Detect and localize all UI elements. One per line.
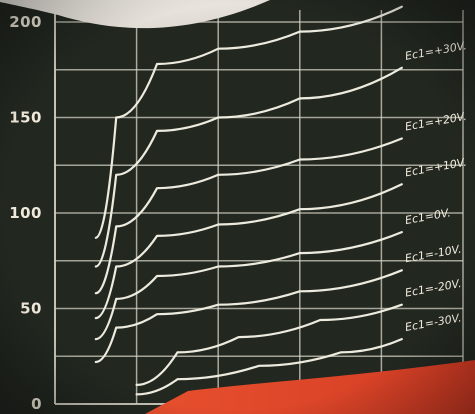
characteristic-curves-chart: Ec1=+40V.Ec1=+30V.Ec1=+20V.Ec1=+10V.Ec1=… <box>0 0 475 414</box>
photo-vignette <box>0 0 475 414</box>
chart-stage: Ec1=+40V.Ec1=+30V.Ec1=+20V.Ec1=+10V.Ec1=… <box>0 0 475 414</box>
